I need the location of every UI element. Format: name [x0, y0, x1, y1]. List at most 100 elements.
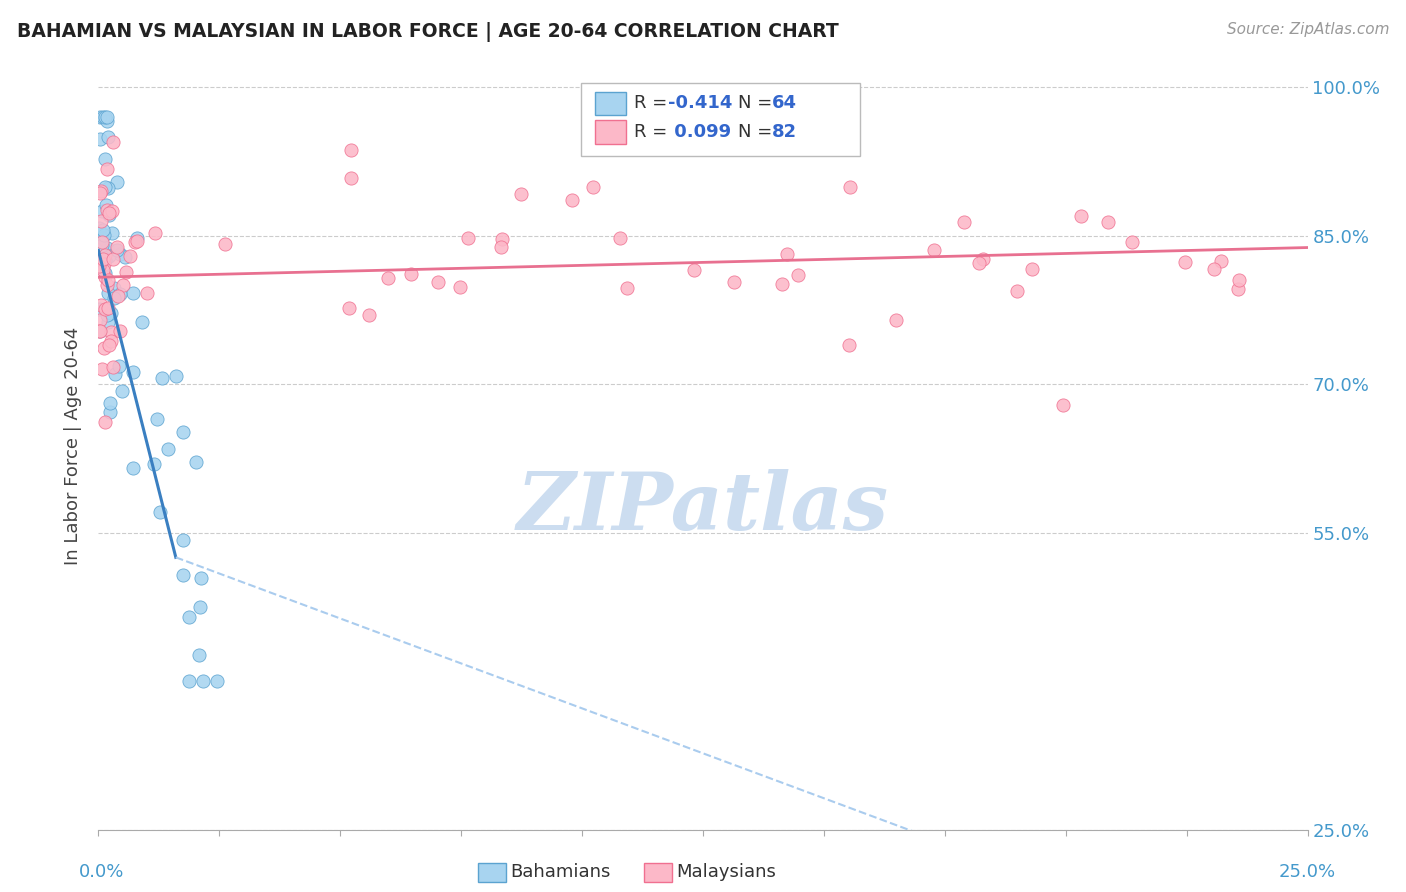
Point — [103, 281, 125, 295]
Point — [1097, 215, 1119, 229]
Point — [97, 206, 120, 220]
Point — [89, 325, 111, 339]
Point — [838, 338, 860, 352]
Point — [105, 240, 128, 254]
Point — [967, 256, 990, 270]
Point — [96, 277, 118, 292]
Point — [108, 287, 131, 301]
Point — [100, 334, 122, 348]
Point — [190, 572, 212, 586]
Point — [576, 128, 599, 142]
Point — [172, 567, 194, 582]
Point — [97, 315, 120, 329]
Point — [399, 267, 422, 281]
Point — [145, 411, 167, 425]
Text: 64: 64 — [772, 95, 797, 112]
Point — [135, 285, 157, 300]
Point — [150, 371, 173, 385]
Point — [186, 455, 208, 469]
Point — [156, 442, 179, 456]
Point — [127, 231, 149, 245]
Text: N =: N = — [738, 95, 778, 112]
Text: 82: 82 — [772, 123, 797, 141]
Point — [91, 263, 114, 277]
Point — [108, 325, 131, 339]
Point — [122, 286, 145, 301]
Point — [142, 457, 165, 471]
Point — [97, 337, 120, 351]
Point — [131, 315, 153, 329]
Point — [93, 227, 115, 242]
Point — [93, 152, 115, 166]
Point — [97, 249, 120, 263]
Point — [94, 415, 117, 429]
Point — [105, 175, 128, 189]
Point — [1052, 398, 1074, 412]
Point — [91, 252, 114, 267]
Point — [90, 204, 112, 219]
Point — [952, 215, 974, 229]
Point — [787, 268, 810, 282]
Point — [103, 291, 125, 305]
Point — [89, 324, 111, 338]
Point — [96, 110, 118, 124]
Point — [340, 143, 363, 157]
Point — [124, 235, 146, 249]
Point — [96, 162, 118, 177]
Point — [114, 250, 136, 264]
Point — [101, 204, 124, 219]
Point — [1227, 273, 1250, 287]
Point — [91, 362, 114, 376]
Point — [93, 341, 115, 355]
Text: BAHAMIAN VS MALAYSIAN IN LABOR FORCE | AGE 20-64 CORRELATION CHART: BAHAMIAN VS MALAYSIAN IN LABOR FORCE | A… — [17, 22, 838, 42]
Point — [165, 368, 187, 383]
Point — [127, 235, 149, 249]
Point — [89, 302, 111, 317]
Point — [89, 259, 111, 273]
Point — [89, 313, 111, 327]
Point — [609, 231, 631, 245]
Point — [510, 186, 533, 201]
Point — [491, 240, 513, 254]
Point — [122, 366, 145, 380]
Point — [94, 179, 117, 194]
Point — [96, 308, 118, 322]
Point — [120, 248, 142, 262]
Point — [581, 180, 603, 194]
Point — [172, 425, 194, 440]
Point — [1209, 254, 1232, 268]
Point — [1005, 284, 1028, 298]
Point — [96, 203, 118, 218]
Point — [972, 252, 994, 266]
Point — [100, 306, 122, 320]
Text: 0.099: 0.099 — [668, 123, 731, 141]
Point — [94, 266, 117, 280]
Point — [93, 248, 115, 262]
Point — [110, 246, 132, 260]
Point — [91, 231, 114, 245]
Point — [682, 263, 704, 277]
Point — [1204, 262, 1226, 277]
Point — [94, 302, 117, 317]
Point — [884, 312, 907, 326]
Point — [922, 243, 945, 257]
Point — [89, 325, 111, 339]
Text: 0.0%: 0.0% — [79, 863, 124, 881]
Point — [357, 309, 380, 323]
Point — [90, 214, 112, 228]
Point — [103, 359, 125, 374]
Point — [97, 181, 120, 195]
Point — [98, 396, 121, 410]
Point — [1070, 210, 1092, 224]
Point — [101, 135, 124, 149]
Point — [94, 269, 117, 284]
Point — [121, 461, 143, 475]
Point — [91, 223, 114, 237]
Point — [90, 184, 112, 198]
Point — [89, 186, 111, 200]
Point — [107, 289, 129, 303]
Point — [93, 110, 115, 124]
Point — [457, 230, 479, 244]
Point — [93, 257, 115, 271]
Point — [561, 194, 583, 208]
